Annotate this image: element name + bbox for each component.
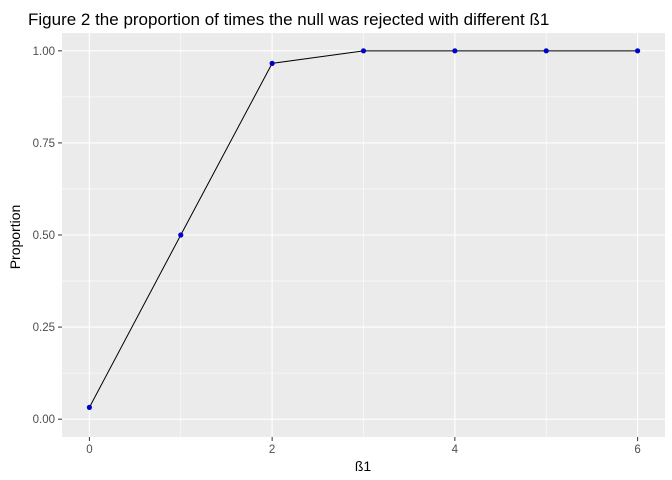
data-point [178, 232, 184, 238]
x-tick-label: 4 [452, 444, 459, 456]
x-axis-ticks: 0 2 4 6 [86, 437, 641, 456]
y-tick-label: 0.50 [33, 230, 55, 242]
y-tick-label: 0.75 [33, 138, 55, 150]
chart-title: Figure 2 the proportion of times the nul… [28, 10, 549, 29]
y-tick-label: 0.25 [33, 322, 55, 334]
data-points [86, 48, 641, 410]
x-tick-label: 2 [269, 444, 275, 456]
data-point [86, 404, 93, 410]
data-point [360, 48, 367, 54]
data-point [634, 48, 641, 54]
data-point [269, 60, 275, 66]
y-axis-ticks: 0.00 0.25 0.50 0.75 1.00 [33, 46, 62, 426]
y-tick-label: 0.00 [33, 414, 55, 426]
x-axis-label: ß1 [355, 458, 372, 474]
y-tick-label: 1.00 [33, 46, 55, 58]
x-tick-label: 0 [86, 444, 92, 456]
major-gridlines [62, 33, 665, 437]
data-point [452, 48, 458, 54]
data-point [543, 48, 549, 54]
x-tick-label: 6 [634, 444, 640, 456]
y-axis-label: Proportion [7, 205, 23, 270]
